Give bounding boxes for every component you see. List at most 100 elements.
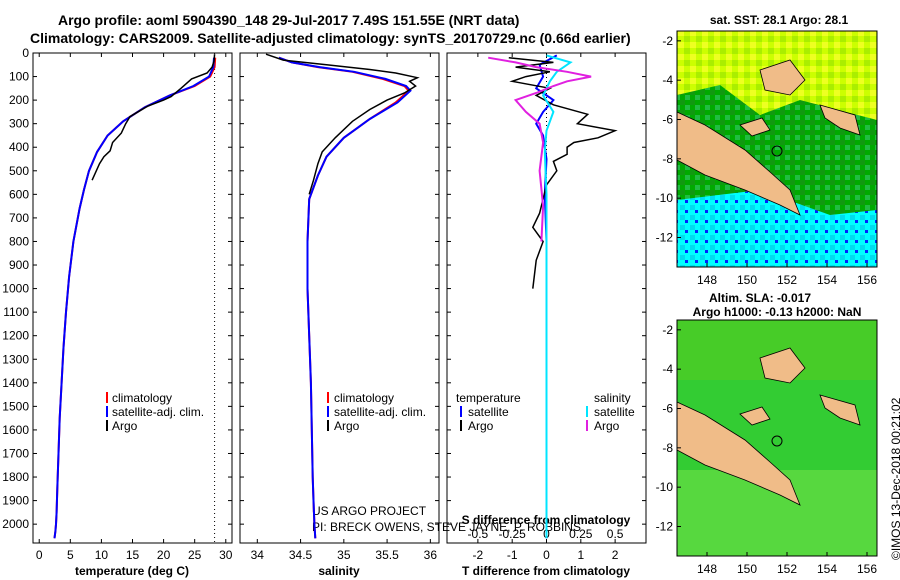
depth-tick-label: 1200 <box>2 329 29 343</box>
temperature-xlabel: temperature (deg C) <box>75 564 189 578</box>
sst-map <box>676 30 878 268</box>
salinity-xlabel: salinity <box>318 564 360 578</box>
sla_map-ytick-label: -4 <box>662 362 673 376</box>
temp-xtick-label: 15 <box>126 548 140 562</box>
legend-sal-title: salinity <box>594 391 631 405</box>
diff-xlabel: T difference from climatology <box>462 564 630 578</box>
depth-tick-label: 900 <box>9 258 29 272</box>
depth-tick-label: 2000 <box>2 517 29 531</box>
sst_map-xtick-label: 154 <box>817 273 837 287</box>
sal-series-satellite <box>278 56 412 539</box>
sla_map-xtick-label: 154 <box>817 562 837 576</box>
s-diff-tick-label: 0.5 <box>607 527 624 541</box>
sst_map-ytick-label: -6 <box>662 113 673 127</box>
depth-tick-label: 1000 <box>2 282 29 296</box>
depth-tick-label: 1500 <box>2 399 29 413</box>
salinity-legend: climatology satellite-adj. clim. Argo <box>327 391 426 433</box>
sst-argo-marker <box>771 145 783 157</box>
sla-title-line1: Altim. SLA: -0.017 <box>709 291 811 305</box>
depth-tick-label: 300 <box>9 117 29 131</box>
difference-legend: temperature satellite Argo salinity sate… <box>456 391 635 433</box>
temperature-legend: climatology satellite-adj. clim. Argo <box>106 391 204 433</box>
temp-xtick-label: 0 <box>36 548 43 562</box>
depth-tick-label: 100 <box>9 70 29 84</box>
legend-s-sat-label: satellite <box>594 405 635 419</box>
s-diff-tick-label: 0.25 <box>569 527 593 541</box>
sla_map-ytick-label: -12 <box>656 520 674 534</box>
diff-series-s-argo <box>488 56 592 242</box>
chart-title-line1: Argo profile: aoml 5904390_148 29-Jul-20… <box>58 12 520 28</box>
depth-tick-label: 1900 <box>2 494 29 508</box>
sst_map-ytick-label: -8 <box>662 152 673 166</box>
salinity-panel-frame <box>239 52 440 544</box>
credit-line1: US ARGO PROJECT <box>312 504 427 518</box>
legend-sat-label: satellite-adj. clim. <box>334 405 426 419</box>
credit-line2: PI: BRECK OWENS, STEVE JAYNE, P. ROBBINS <box>312 520 581 534</box>
s-diff-tick-label: -0.25 <box>499 527 527 541</box>
depth-tick-label: 1600 <box>2 423 29 437</box>
depth-tick-label: 1700 <box>2 446 29 460</box>
sst_map-xtick-label: 148 <box>697 273 717 287</box>
legend-clim-label: climatology <box>334 391 394 405</box>
depth-tick-label: 1100 <box>3 305 29 319</box>
legend-temp-title: temperature <box>456 391 521 405</box>
sla_map-xtick-label: 148 <box>697 562 717 576</box>
legend-argo-label: Argo <box>334 419 360 433</box>
sst_map-ytick-label: -10 <box>656 191 674 205</box>
diff-xtick-label: 2 <box>612 548 619 562</box>
sst-map-title: sat. SST: 28.1 Argo: 28.1 <box>710 13 849 27</box>
sal-xtick-label: 35 <box>337 548 351 562</box>
sla_map-ytick-label: -6 <box>662 402 673 416</box>
depth-tick-label: 0 <box>22 46 29 60</box>
sst_map-xtick-label: 156 <box>857 273 877 287</box>
sst_map-ytick-label: -4 <box>662 73 673 87</box>
s-diff-tick-label: -0.5 <box>468 527 489 541</box>
sla_map-ytick-label: -8 <box>662 441 673 455</box>
sla-map <box>676 319 878 557</box>
imos-timestamp: ©IMOS 13-Dec-2018 00:21:02 <box>889 397 900 560</box>
sal-series-argo <box>265 53 420 195</box>
legend-sat-label: satellite-adj. clim. <box>112 405 204 419</box>
temp-xtick-label: 10 <box>95 548 109 562</box>
diff-series-s-satellite <box>541 54 573 539</box>
sal-xtick-label: 35.5 <box>375 548 399 562</box>
diff-xtick-label: 0 <box>543 548 550 562</box>
sal-xtick-label: 34.5 <box>289 548 313 562</box>
depth-tick-label: 800 <box>9 234 29 248</box>
depth-tick-label: 1800 <box>2 470 29 484</box>
sla_map-xtick-label: 150 <box>737 562 757 576</box>
legend-t-argo-label: Argo <box>468 419 494 433</box>
sst_map-ytick-label: -12 <box>656 231 674 245</box>
sst_map-ytick-label: -2 <box>662 34 673 48</box>
temp-xtick-label: 20 <box>157 548 171 562</box>
depth-tick-label: 200 <box>9 93 29 107</box>
temp-xtick-label: 5 <box>67 548 74 562</box>
sla_map-xtick-label: 152 <box>777 562 797 576</box>
depth-tick-label: 1300 <box>2 352 29 366</box>
temp-series-climatology <box>53 57 217 539</box>
temp-series-argo <box>91 54 216 181</box>
diff-xtick-label: -2 <box>473 548 484 562</box>
temp-series-satellite <box>53 57 215 539</box>
sla_map-xtick-label: 156 <box>857 562 877 576</box>
sla-argo-marker <box>771 435 783 447</box>
legend-clim-label: climatology <box>112 391 172 405</box>
temp-xtick-label: 30 <box>219 548 233 562</box>
sla-title-line2: Argo h1000: -0.13 h2000: NaN <box>693 305 862 319</box>
sal-xtick-label: 36 <box>424 548 438 562</box>
sst_map-xtick-label: 152 <box>777 273 797 287</box>
depth-tick-label: 700 <box>9 211 29 225</box>
depth-tick-label: 1400 <box>2 376 29 390</box>
legend-argo-label: Argo <box>112 419 138 433</box>
diff-xtick-label: 1 <box>577 548 584 562</box>
diff-series-t-argo <box>508 56 618 289</box>
temperature-panel-frame <box>32 52 233 544</box>
sla_map-ytick-label: -10 <box>656 480 674 494</box>
depth-tick-label: 500 <box>9 164 29 178</box>
depth-tick-label: 600 <box>9 187 29 201</box>
sal-xtick-label: 34 <box>251 548 265 562</box>
legend-t-sat-label: satellite <box>468 405 509 419</box>
sla_map-ytick-label: -2 <box>662 323 673 337</box>
legend-s-argo-label: Argo <box>594 419 620 433</box>
